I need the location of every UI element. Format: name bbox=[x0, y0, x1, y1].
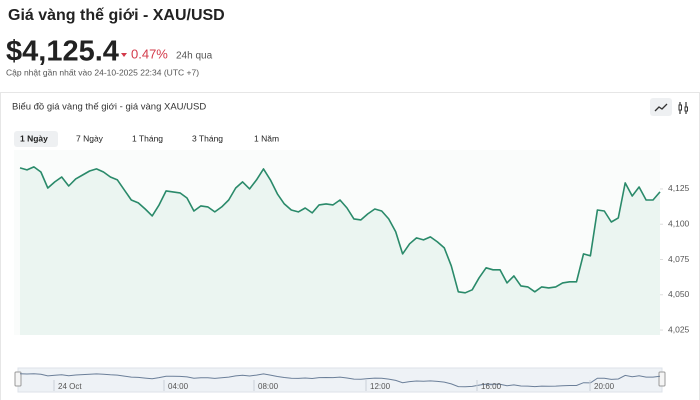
updated: Cập nhật gần nhất vào 24-10-2025 22:34 (… bbox=[6, 67, 199, 77]
down-arrow bbox=[121, 53, 127, 57]
navigator-label: 20:00 bbox=[594, 382, 615, 391]
y-tick-label: 4,025 bbox=[668, 324, 690, 334]
candle-icon-body bbox=[678, 104, 682, 111]
time-tab[interactable]: 1 Tháng bbox=[132, 133, 163, 143]
navigator[interactable] bbox=[17, 367, 663, 393]
price: $4,125.4 bbox=[6, 36, 119, 68]
page-title: Giá vàng thế giới - XAU/USD bbox=[8, 7, 225, 24]
navigator-label: 16:00 bbox=[481, 382, 502, 391]
active-tab bbox=[14, 131, 58, 147]
price-line bbox=[19, 166, 661, 294]
y-tick-label: 4,050 bbox=[668, 289, 690, 299]
time-tab[interactable]: 3 Tháng bbox=[192, 133, 223, 143]
chart-title: Biểu đồ giá vàng thế giới - giá vàng XAU… bbox=[12, 102, 206, 113]
time-tab[interactable]: 7 Ngày bbox=[76, 133, 104, 143]
navigator-label: 08:00 bbox=[258, 382, 279, 391]
navigator-handle[interactable] bbox=[14, 371, 22, 387]
line-icon-button[interactable] bbox=[650, 98, 672, 116]
change-period: 24h qua bbox=[176, 51, 213, 62]
navigator-label: 04:00 bbox=[168, 382, 189, 391]
time-tab[interactable]: 1 Ngày bbox=[20, 133, 48, 143]
y-tick-label: 4,075 bbox=[668, 254, 690, 264]
area bbox=[20, 166, 660, 335]
navigator-line bbox=[19, 373, 661, 388]
change: 0.47% bbox=[131, 46, 168, 61]
navigator-handle[interactable] bbox=[658, 371, 666, 387]
time-tab[interactable]: 1 Năm bbox=[254, 133, 279, 143]
line-icon bbox=[654, 103, 668, 112]
navigator-label: 12:00 bbox=[370, 382, 391, 391]
y-tick-label: 4,100 bbox=[668, 218, 690, 228]
navigator-label: 24 Oct bbox=[58, 382, 82, 391]
y-tick-label: 4,125 bbox=[668, 183, 690, 193]
candle-icon-body bbox=[684, 106, 688, 112]
